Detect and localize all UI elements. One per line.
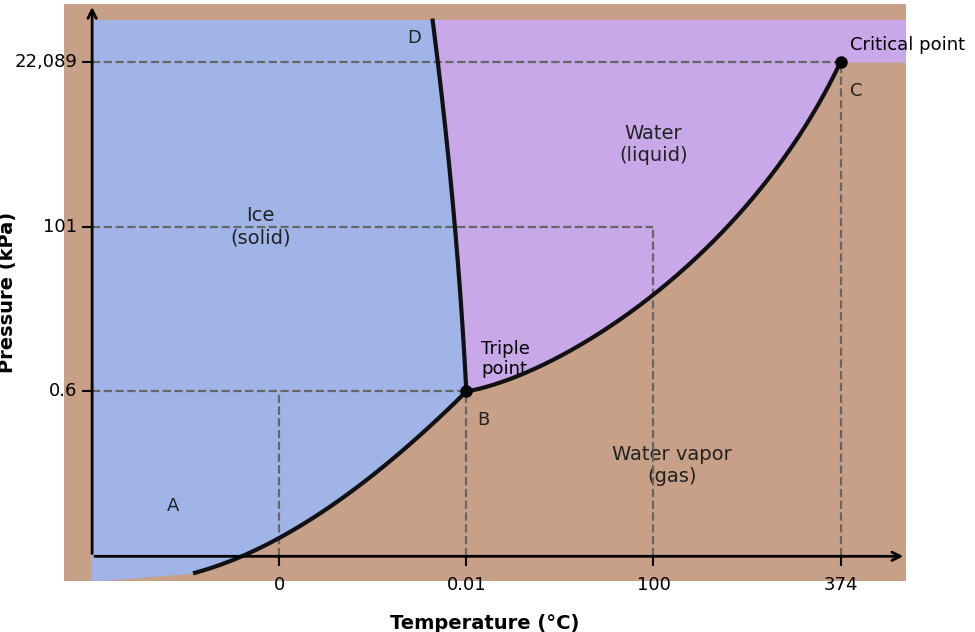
Text: 374: 374 <box>823 576 858 594</box>
Text: 0: 0 <box>274 576 285 594</box>
Text: Pressure (kPa): Pressure (kPa) <box>0 212 18 373</box>
Text: Water
(liquid): Water (liquid) <box>619 124 687 165</box>
Polygon shape <box>92 21 466 581</box>
Text: 0.6: 0.6 <box>49 382 77 401</box>
Text: C: C <box>850 82 863 100</box>
Text: 101: 101 <box>43 217 77 236</box>
Text: 22,089: 22,089 <box>15 53 77 71</box>
Text: 100: 100 <box>637 576 671 594</box>
Polygon shape <box>433 21 906 391</box>
Text: B: B <box>478 411 489 429</box>
Text: Temperature (°C): Temperature (°C) <box>390 614 580 632</box>
Text: Water vapor
(gas): Water vapor (gas) <box>612 445 732 486</box>
Text: D: D <box>408 29 421 47</box>
Text: Critical point: Critical point <box>850 35 965 54</box>
Text: 0.01: 0.01 <box>447 576 487 594</box>
Text: Ice
(solid): Ice (solid) <box>230 206 291 247</box>
Text: Triple
point: Triple point <box>482 339 530 379</box>
Text: A: A <box>167 497 179 515</box>
